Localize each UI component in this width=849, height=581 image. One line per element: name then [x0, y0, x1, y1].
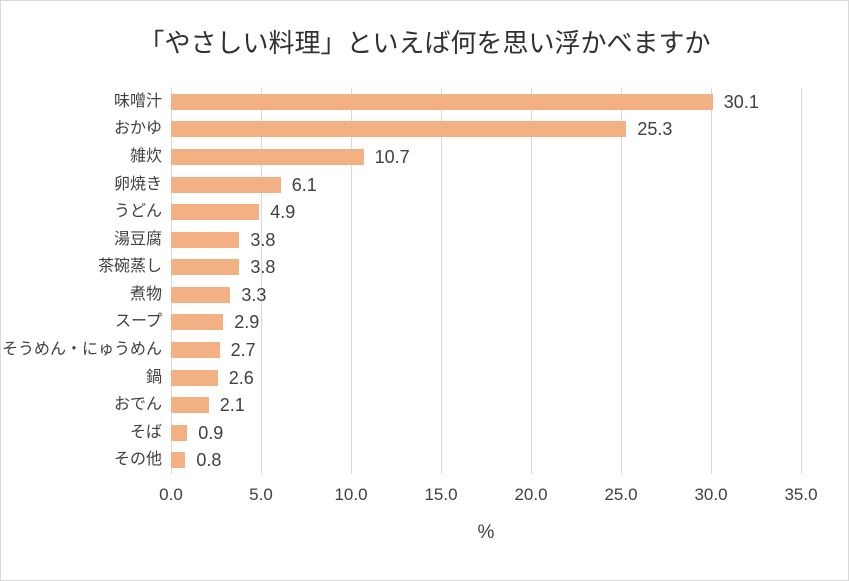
plot-area: 味噌汁 30.1 おかゆ 25.3 雑炊 10.7 卵焼き 6.1 うどん 4.9 湯豆腐 3.8 茶碗… [2, 88, 802, 475]
bar-row: 鍋 2.6 [146, 364, 801, 392]
value-label: 3.8 [250, 257, 276, 278]
x-axis-tick-label: 0.0 [159, 485, 183, 504]
bar-row: うどん 4.9 [114, 198, 801, 226]
bar-row: 卵焼き 6.1 [114, 171, 801, 199]
bar [171, 369, 218, 386]
bar [171, 121, 627, 138]
value-label: 10.7 [374, 146, 410, 167]
category-label: うどん [113, 203, 162, 221]
bar [171, 148, 364, 165]
bar [171, 424, 188, 441]
gridline [621, 88, 622, 474]
bar-row: 茶碗蒸し 3.8 [98, 253, 801, 281]
x-axis-ticks: 0.0 5.0 10.0 15.0 20.0 25.0 30.0 35.0 [159, 485, 817, 507]
x-axis-tick-label: 10.0 [334, 485, 368, 504]
bar [171, 286, 231, 303]
gridline [801, 88, 802, 474]
value-label: 6.1 [291, 174, 317, 195]
gridline [441, 88, 442, 474]
bar-row: その他 0.8 [114, 447, 801, 475]
bar [171, 259, 240, 276]
value-label: 0.9 [198, 422, 224, 443]
bar [171, 452, 186, 469]
value-label: 2.9 [234, 312, 260, 333]
chart-title: 「やさしい料理」といえば何を思い浮かべますか [138, 28, 711, 58]
x-axis-unit-label: % [477, 522, 495, 543]
value-label: 2.1 [219, 395, 245, 416]
value-label: 2.6 [228, 367, 254, 388]
bar [171, 314, 224, 331]
x-axis-tick-label: 15.0 [424, 485, 458, 504]
value-label: 3.3 [241, 284, 267, 305]
category-label: そば [129, 423, 162, 441]
value-label: 30.1 [723, 91, 759, 112]
value-label: 3.8 [250, 229, 276, 250]
bar [171, 176, 281, 193]
category-label: 雑炊 [129, 147, 162, 165]
gridline [261, 88, 262, 474]
x-axis-tick-label: 35.0 [784, 485, 818, 504]
gridline [351, 88, 352, 474]
gridline [531, 88, 532, 474]
category-label: 味噌汁 [113, 92, 162, 110]
bar-row: 煮物 3.3 [130, 281, 801, 309]
value-label: 4.9 [270, 202, 296, 223]
bar-row: 湯豆腐 3.8 [114, 226, 801, 254]
x-axis-tick-label: 25.0 [604, 485, 638, 504]
bar-rows: 味噌汁 30.1 おかゆ 25.3 雑炊 10.7 卵焼き 6.1 うどん 4.9 湯豆腐 3.8 茶碗… [2, 88, 801, 475]
category-label: おでん [113, 396, 162, 414]
category-label: スープ [114, 313, 162, 331]
bar [171, 341, 220, 358]
bar [171, 93, 713, 110]
category-label: おかゆ [113, 120, 162, 138]
bar [171, 231, 240, 248]
gridline [711, 88, 712, 474]
bar [171, 397, 209, 414]
value-label: 25.3 [637, 119, 673, 140]
bar-row: そば 0.9 [130, 419, 801, 447]
bar-row: おかゆ 25.3 [114, 116, 801, 144]
bar-row: 味噌汁 30.1 [114, 88, 801, 116]
value-label: 2.7 [230, 339, 256, 360]
category-label: 鍋 [145, 368, 162, 386]
bar-row: おでん 2.1 [114, 391, 801, 419]
value-label: 0.8 [196, 450, 222, 471]
bar-row: 雑炊 10.7 [130, 143, 801, 171]
x-axis-tick-label: 20.0 [514, 485, 548, 504]
bar-row: スープ 2.9 [115, 309, 801, 337]
x-axis-tick-label: 30.0 [694, 485, 728, 504]
category-label: 茶碗蒸し [97, 258, 162, 276]
category-label: 煮物 [129, 285, 162, 303]
y-axis-line [171, 88, 172, 474]
bar [171, 204, 260, 221]
category-label: 湯豆腐 [113, 230, 162, 248]
bar-row: そうめん・にゅうめん 2.7 [2, 336, 801, 364]
category-label: その他 [113, 451, 162, 469]
category-label: そうめん・にゅうめん [1, 340, 162, 358]
category-label: 卵焼き [113, 175, 162, 193]
x-axis-tick-label: 5.0 [249, 485, 273, 504]
